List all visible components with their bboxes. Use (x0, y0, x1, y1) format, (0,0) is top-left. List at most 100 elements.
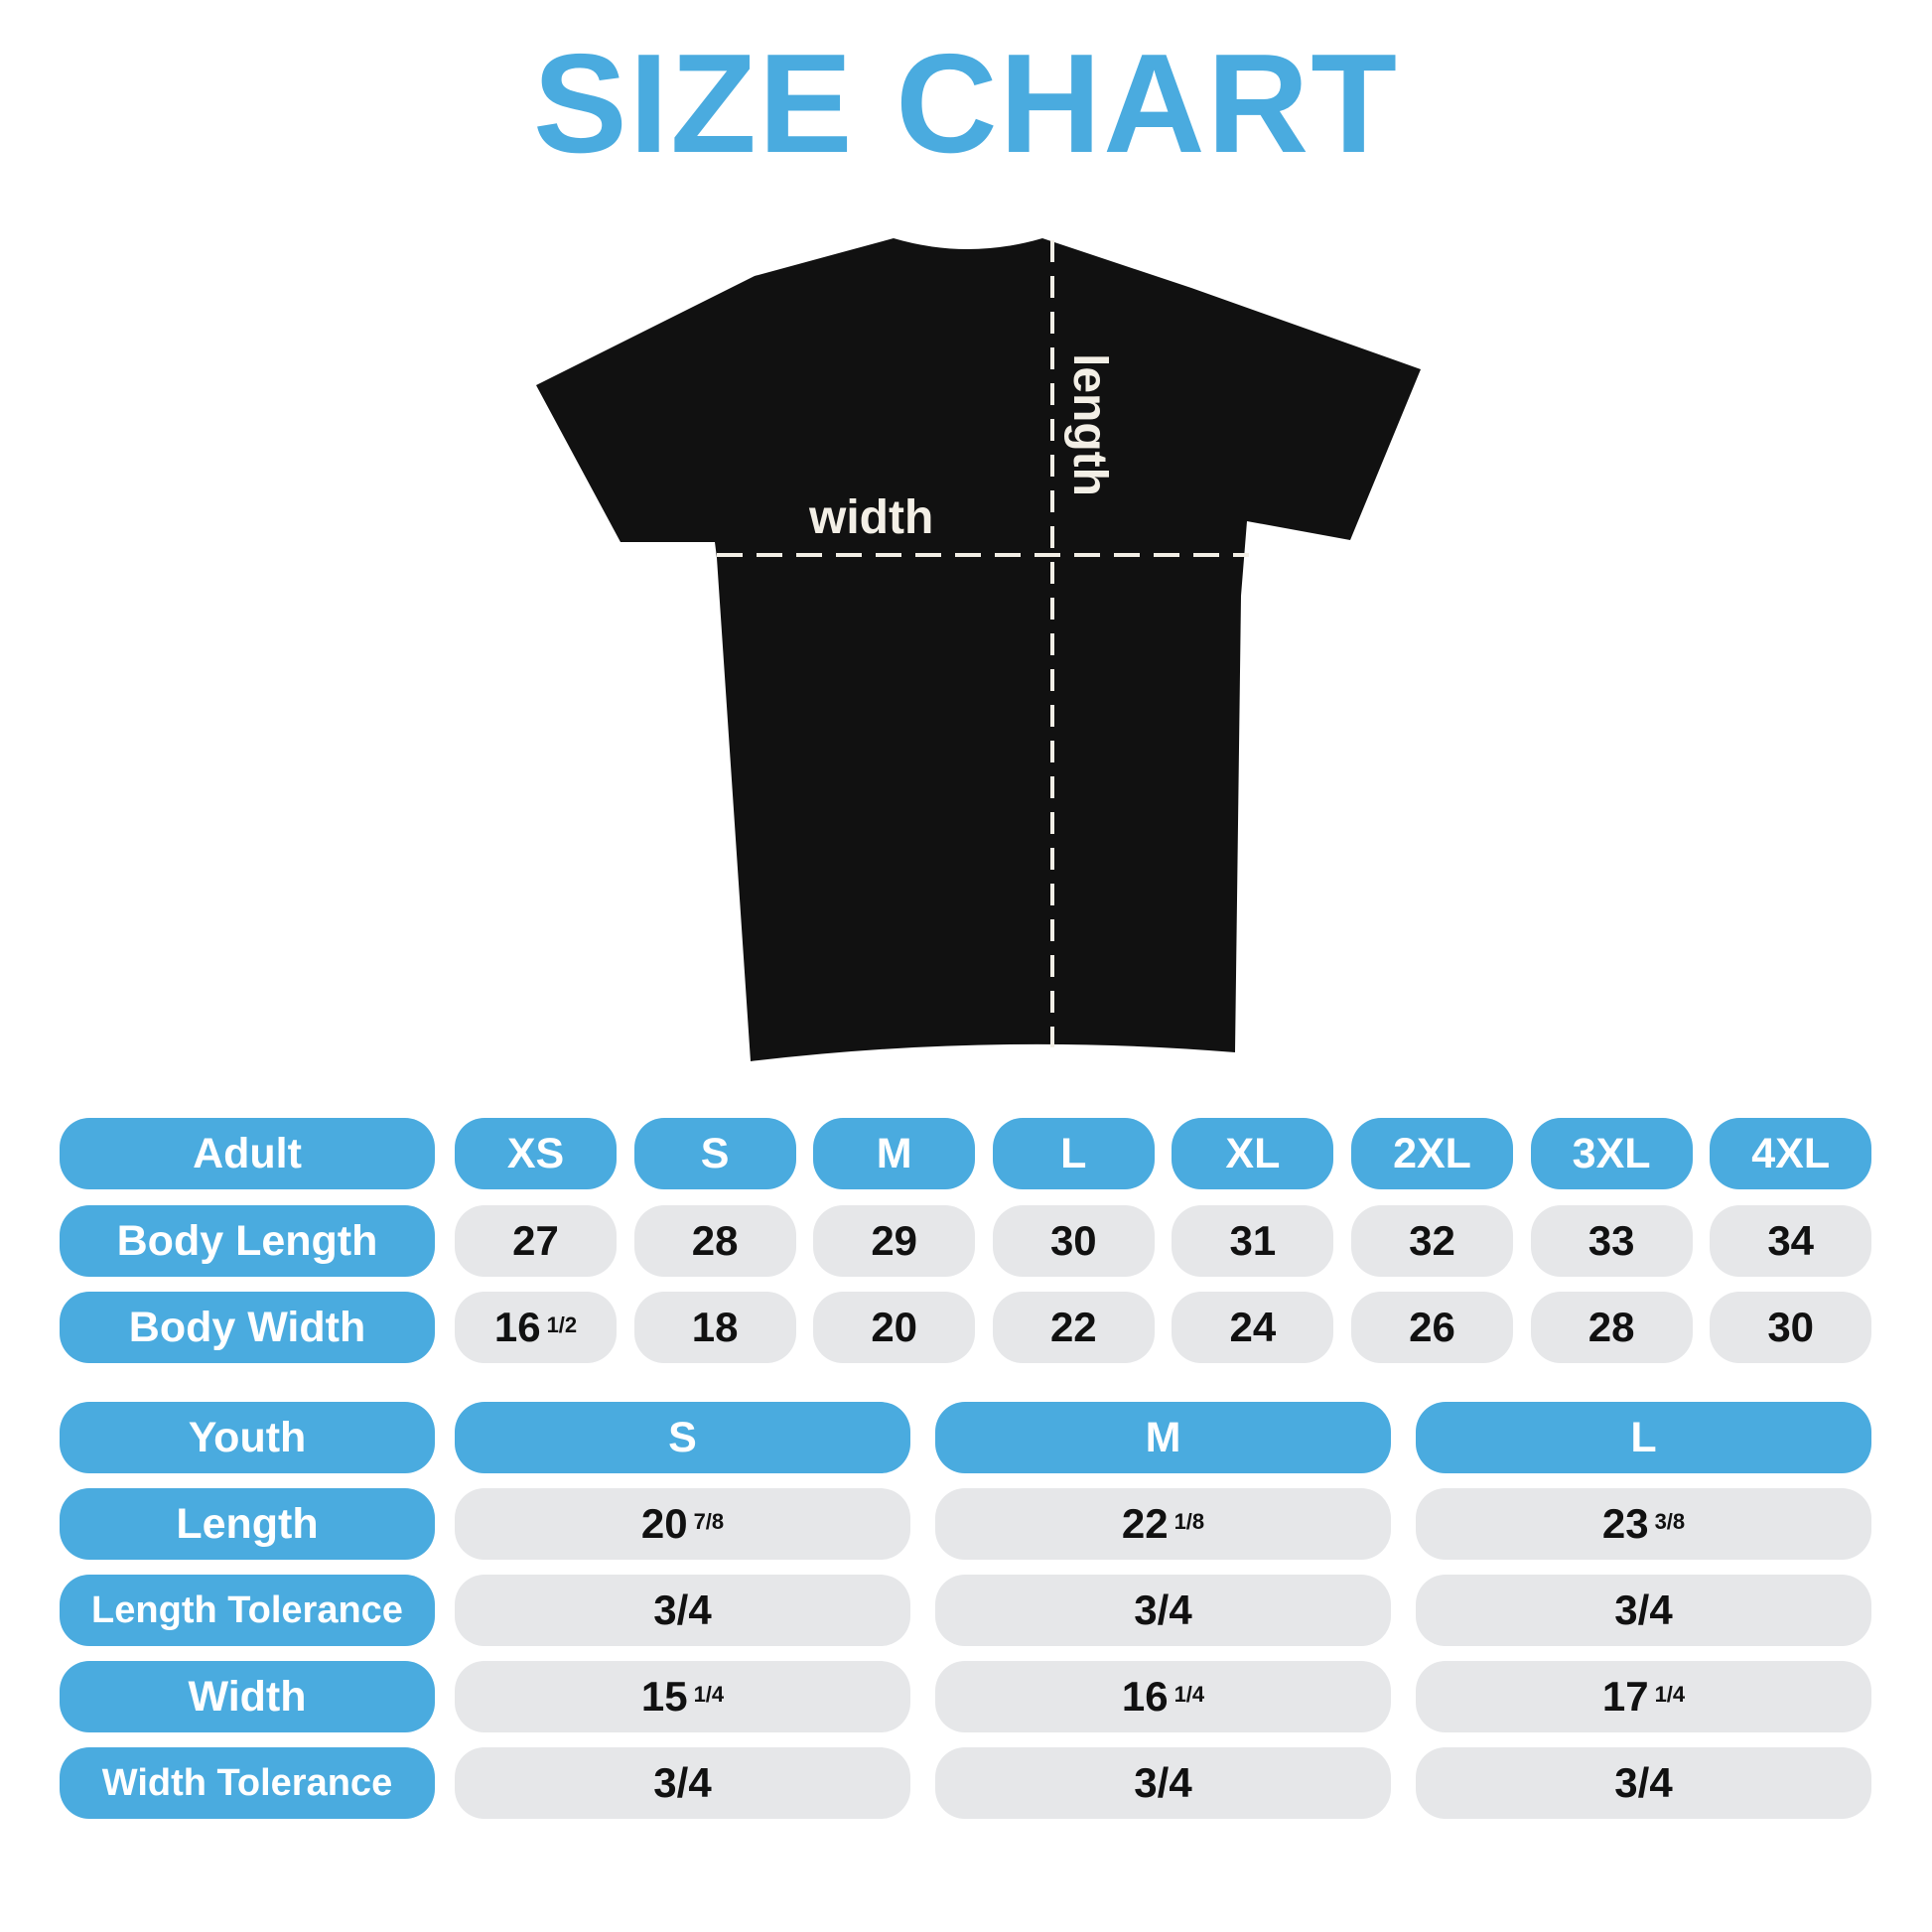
cell-text: Body Length (116, 1216, 378, 1265)
table-cell: 30 (1710, 1292, 1872, 1363)
size-header: 4XL (1710, 1118, 1872, 1189)
fraction: 1/2 (546, 1312, 578, 1337)
table-cell: 33 (1530, 1205, 1693, 1277)
cell-text: 3/4 (653, 1759, 712, 1806)
length-label: length (1063, 353, 1116, 496)
table-cell: 17 1/4 (1416, 1661, 1871, 1732)
table-cell: 27 (455, 1205, 617, 1277)
table-cell: 16 1/4 (935, 1661, 1391, 1732)
youth-header: Youth (60, 1402, 435, 1473)
cell-text: L (1060, 1129, 1087, 1177)
page-title: SIZE CHART (533, 25, 1399, 183)
cell-text: 30 (1767, 1304, 1815, 1350)
size-header: L (992, 1118, 1155, 1189)
cell-text: 3/4 (1134, 1759, 1192, 1806)
cell-text: 31 (1229, 1217, 1277, 1264)
cell-text: 3/4 (653, 1587, 712, 1633)
cell-text: 3/4 (1134, 1587, 1192, 1633)
table-cell: 31 (1172, 1205, 1334, 1277)
cell-text: 17 (1601, 1673, 1649, 1720)
table-cell: 30 (992, 1205, 1155, 1277)
table-cell: 28 (633, 1205, 796, 1277)
cell-text: Adult (193, 1129, 302, 1177)
table-cell: 29 (813, 1205, 976, 1277)
size-header: S (633, 1118, 796, 1189)
table-cell: 22 (992, 1292, 1155, 1363)
cell-text: 23 (1601, 1500, 1649, 1547)
row-label: Width Tolerance (60, 1747, 435, 1819)
fraction: 7/8 (693, 1509, 725, 1534)
cell-text: Length (176, 1499, 319, 1548)
row-label: Body Length (60, 1205, 435, 1277)
size-header: M (813, 1118, 976, 1189)
fraction: 3/8 (1654, 1509, 1686, 1534)
row-label: Length Tolerance (60, 1575, 435, 1646)
cell-text: 18 (691, 1304, 739, 1350)
table-cell: 20 (813, 1292, 976, 1363)
cell-text: L (1630, 1413, 1657, 1461)
cell-text: 4XL (1751, 1129, 1831, 1177)
table-cell: 15 1/4 (455, 1661, 910, 1732)
table-cell: 24 (1172, 1292, 1334, 1363)
table-cell: 23 3/8 (1416, 1488, 1871, 1560)
table-cell: 20 7/8 (455, 1488, 910, 1560)
table-cell: 18 (633, 1292, 796, 1363)
row-label: Width (60, 1661, 435, 1732)
cell-text: Width Tolerance (101, 1761, 393, 1804)
size-header: 2XL (1351, 1118, 1513, 1189)
cell-text: 34 (1767, 1217, 1815, 1264)
width-label: width (808, 491, 933, 544)
table-cell: 28 (1530, 1292, 1693, 1363)
table-cell: 3/4 (935, 1747, 1391, 1819)
cell-text: 30 (1049, 1217, 1097, 1264)
adult-header: Adult (60, 1118, 435, 1189)
cell-text: 20 (871, 1304, 918, 1350)
row-label: Length (60, 1488, 435, 1560)
row-label: Body Width (60, 1292, 435, 1363)
cell-text: 28 (691, 1217, 739, 1264)
table-cell: 3/4 (935, 1575, 1391, 1646)
cell-text: 15 (640, 1673, 688, 1720)
table-cell: 32 (1351, 1205, 1513, 1277)
cell-text: M (876, 1129, 912, 1177)
cell-text: 16 (1121, 1673, 1169, 1720)
cell-text: 3XL (1572, 1129, 1651, 1177)
cell-text: Body Width (128, 1303, 366, 1351)
tshirt-shape (536, 238, 1421, 1061)
cell-text: XL (1225, 1129, 1281, 1177)
cell-text: 33 (1587, 1217, 1635, 1264)
cell-text: Length Tolerance (91, 1588, 403, 1631)
table-cell: 3/4 (1416, 1575, 1871, 1646)
cell-text: 29 (871, 1217, 918, 1264)
table-cell: 22 1/8 (935, 1488, 1391, 1560)
table-cell: 26 (1351, 1292, 1513, 1363)
table-cell: 3/4 (455, 1747, 910, 1819)
cell-text: 27 (512, 1217, 559, 1264)
cell-text: M (1145, 1413, 1181, 1461)
table-cell: 34 (1710, 1205, 1872, 1277)
cell-text: 26 (1409, 1304, 1455, 1350)
cell-text: 22 (1121, 1500, 1169, 1547)
cell-text: Width (188, 1672, 307, 1721)
fraction: 1/4 (1654, 1682, 1686, 1707)
cell-text: S (668, 1413, 697, 1461)
cell-text: 16 (493, 1304, 541, 1350)
cell-text: XS (506, 1129, 565, 1177)
cell-text: 2XL (1393, 1129, 1471, 1177)
table-cell: 3/4 (455, 1575, 910, 1646)
size-header: M (935, 1402, 1391, 1473)
cell-text: Youth (188, 1413, 307, 1461)
table-cell: 3/4 (1416, 1747, 1871, 1819)
cell-text: 3/4 (1614, 1587, 1673, 1633)
cell-text: 20 (640, 1500, 688, 1547)
table-cell: 16 1/2 (455, 1292, 617, 1363)
size-header: S (455, 1402, 910, 1473)
fraction: 1/8 (1173, 1509, 1205, 1534)
cell-text: 28 (1587, 1304, 1635, 1350)
fraction: 1/4 (1173, 1682, 1205, 1707)
size-header: L (1416, 1402, 1871, 1473)
size-header: XS (455, 1118, 617, 1189)
cell-text: 22 (1049, 1304, 1097, 1350)
cell-text: 24 (1229, 1304, 1277, 1350)
tshirt-diagram: width length (536, 238, 1421, 1061)
